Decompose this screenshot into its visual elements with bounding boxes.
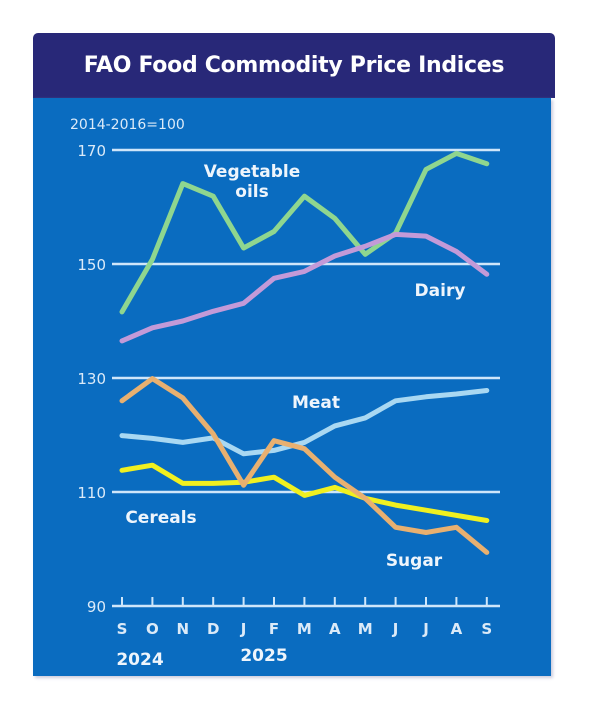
label-vegetable-oils-line1: Vegetable — [204, 162, 301, 182]
series-line-sugar — [119, 376, 490, 555]
x-tick-label: J — [240, 620, 247, 638]
y-tick-label: 170 — [77, 142, 106, 160]
x-tick-label: S — [481, 620, 492, 638]
year-label-2025: 2025 — [240, 646, 287, 666]
x-tick-label: S — [117, 620, 128, 638]
chart-panel — [33, 98, 551, 676]
x-tick-label: M — [297, 620, 312, 638]
y-tick-label: 110 — [77, 484, 106, 502]
label-vegetable-oils-line2: oils — [235, 182, 268, 202]
x-tick-label: M — [358, 620, 373, 638]
series-line-meat — [119, 388, 490, 457]
x-tick-label: A — [451, 620, 463, 638]
x-tick-label: J — [392, 620, 399, 638]
chart-title: FAO Food Commodity Price Indices — [33, 33, 555, 98]
y-tick-label: 150 — [77, 256, 106, 274]
x-tick-label: F — [269, 620, 279, 638]
label-sugar: Sugar — [386, 551, 443, 571]
x-tick-label: D — [207, 620, 219, 638]
x-tick-label: N — [177, 620, 190, 638]
label-dairy: Dairy — [415, 281, 466, 301]
label-meat: Meat — [292, 393, 340, 413]
chart-subtitle: 2014-2016=100 — [70, 117, 185, 133]
series-line-dairy — [119, 231, 490, 344]
label-cereals: Cereals — [125, 508, 196, 528]
x-tick-label: O — [146, 620, 159, 638]
x-tick-label: A — [329, 620, 341, 638]
year-label-2024: 2024 — [116, 650, 163, 670]
series-line-vegetable — [119, 150, 490, 315]
y-tick-label: 130 — [77, 370, 106, 388]
series-line-cereals — [119, 462, 490, 523]
x-tick-label: J — [422, 620, 429, 638]
y-tick-label: 90 — [87, 598, 106, 616]
